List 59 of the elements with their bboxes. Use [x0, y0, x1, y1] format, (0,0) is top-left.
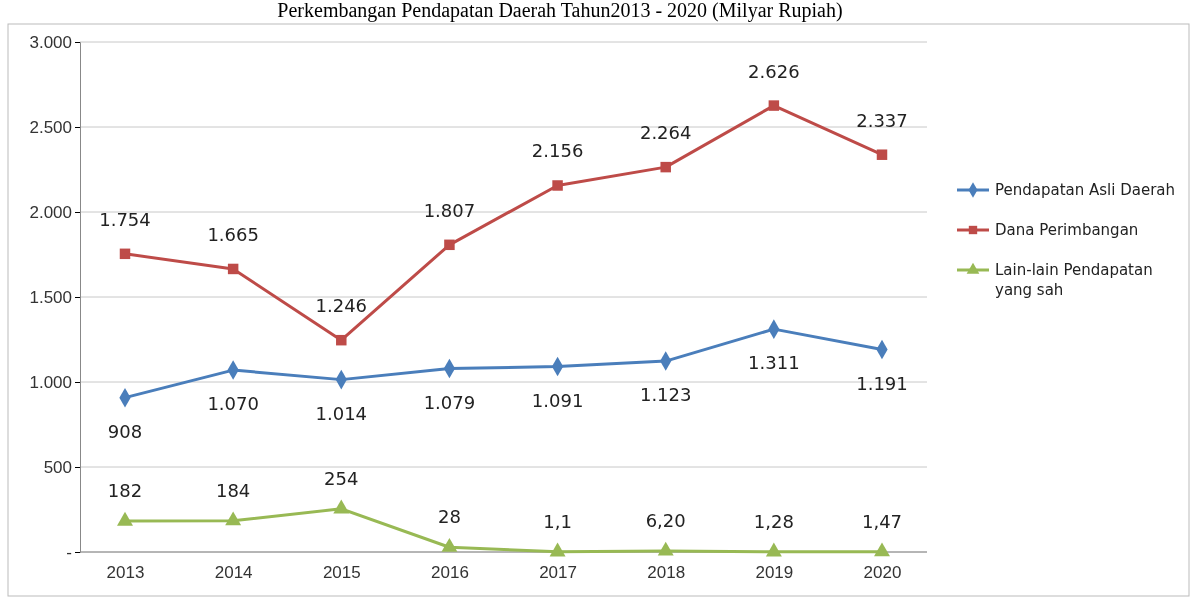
x-tick-label: 2014 [214, 563, 253, 583]
data-label: 1.311 [748, 352, 800, 374]
point [552, 180, 563, 191]
point [657, 541, 674, 556]
point [874, 542, 890, 557]
x-tick-label: 2015 [322, 563, 361, 583]
point [765, 542, 782, 557]
x-tick-label: 2013 [106, 563, 145, 583]
legend-label: Lain-lain Pendapatan yang sah [995, 261, 1153, 299]
data-label: 1,47 [861, 510, 903, 532]
data-label: 182 [107, 480, 143, 502]
y-tick-label: 1.500 [29, 287, 72, 307]
point [444, 239, 455, 251]
data-label: 1.079 [423, 391, 476, 413]
y-tick-label: 500 [43, 457, 72, 477]
point [225, 511, 242, 526]
data-label: 1.807 [423, 199, 476, 221]
data-label: 1.123 [639, 384, 692, 406]
y-tick-label: - [66, 542, 72, 562]
y-tick-label: 3.000 [29, 32, 72, 52]
data-label: 1.246 [315, 295, 368, 317]
point [333, 499, 350, 514]
point [117, 511, 133, 526]
point [336, 334, 347, 346]
x-tick-label: 2020 [863, 563, 902, 583]
point [119, 248, 131, 260]
chart-title: Perkembangan Pendapatan Daerah Tahun2013 - 2020 (Milyar Rupiah) [277, 0, 843, 22]
data-label: 1.014 [315, 402, 368, 424]
x-tick-label: 2019 [755, 563, 794, 583]
data-label: 1.191 [856, 372, 908, 394]
x-tick-label: 2016 [431, 563, 469, 583]
data-label: 184 [215, 479, 251, 501]
point [768, 100, 780, 111]
data-label: 1.665 [207, 223, 259, 245]
data-label: 908 [107, 420, 143, 442]
data-label: 1,28 [753, 510, 794, 532]
data-label: 2.264 [639, 122, 692, 144]
legend-label: Dana Perimbangan [995, 221, 1139, 239]
y-tick-label: 1.000 [29, 372, 72, 392]
point [549, 542, 566, 557]
data-label: 2.156 [531, 140, 584, 162]
data-label: 6,20 [645, 509, 686, 531]
point [441, 538, 458, 552]
legend-label: Pendapatan Asli Daerah [995, 181, 1176, 199]
data-label: 1.091 [531, 389, 584, 411]
data-label: 1.754 [99, 208, 151, 230]
data-label: 1,1 [543, 510, 572, 532]
point [660, 161, 671, 173]
y-tick-label: 2.000 [29, 202, 72, 222]
x-tick-label: 2018 [647, 563, 686, 583]
point [876, 149, 888, 160]
data-label: 2.626 [748, 60, 800, 82]
point [227, 263, 239, 275]
data-label: 1.070 [207, 393, 259, 415]
data-label: 28 [437, 506, 461, 528]
data-label: 2.337 [856, 109, 908, 131]
data-label: 254 [324, 467, 359, 489]
y-tick-label: 2.500 [29, 117, 72, 137]
x-tick-label: 2017 [539, 563, 577, 583]
